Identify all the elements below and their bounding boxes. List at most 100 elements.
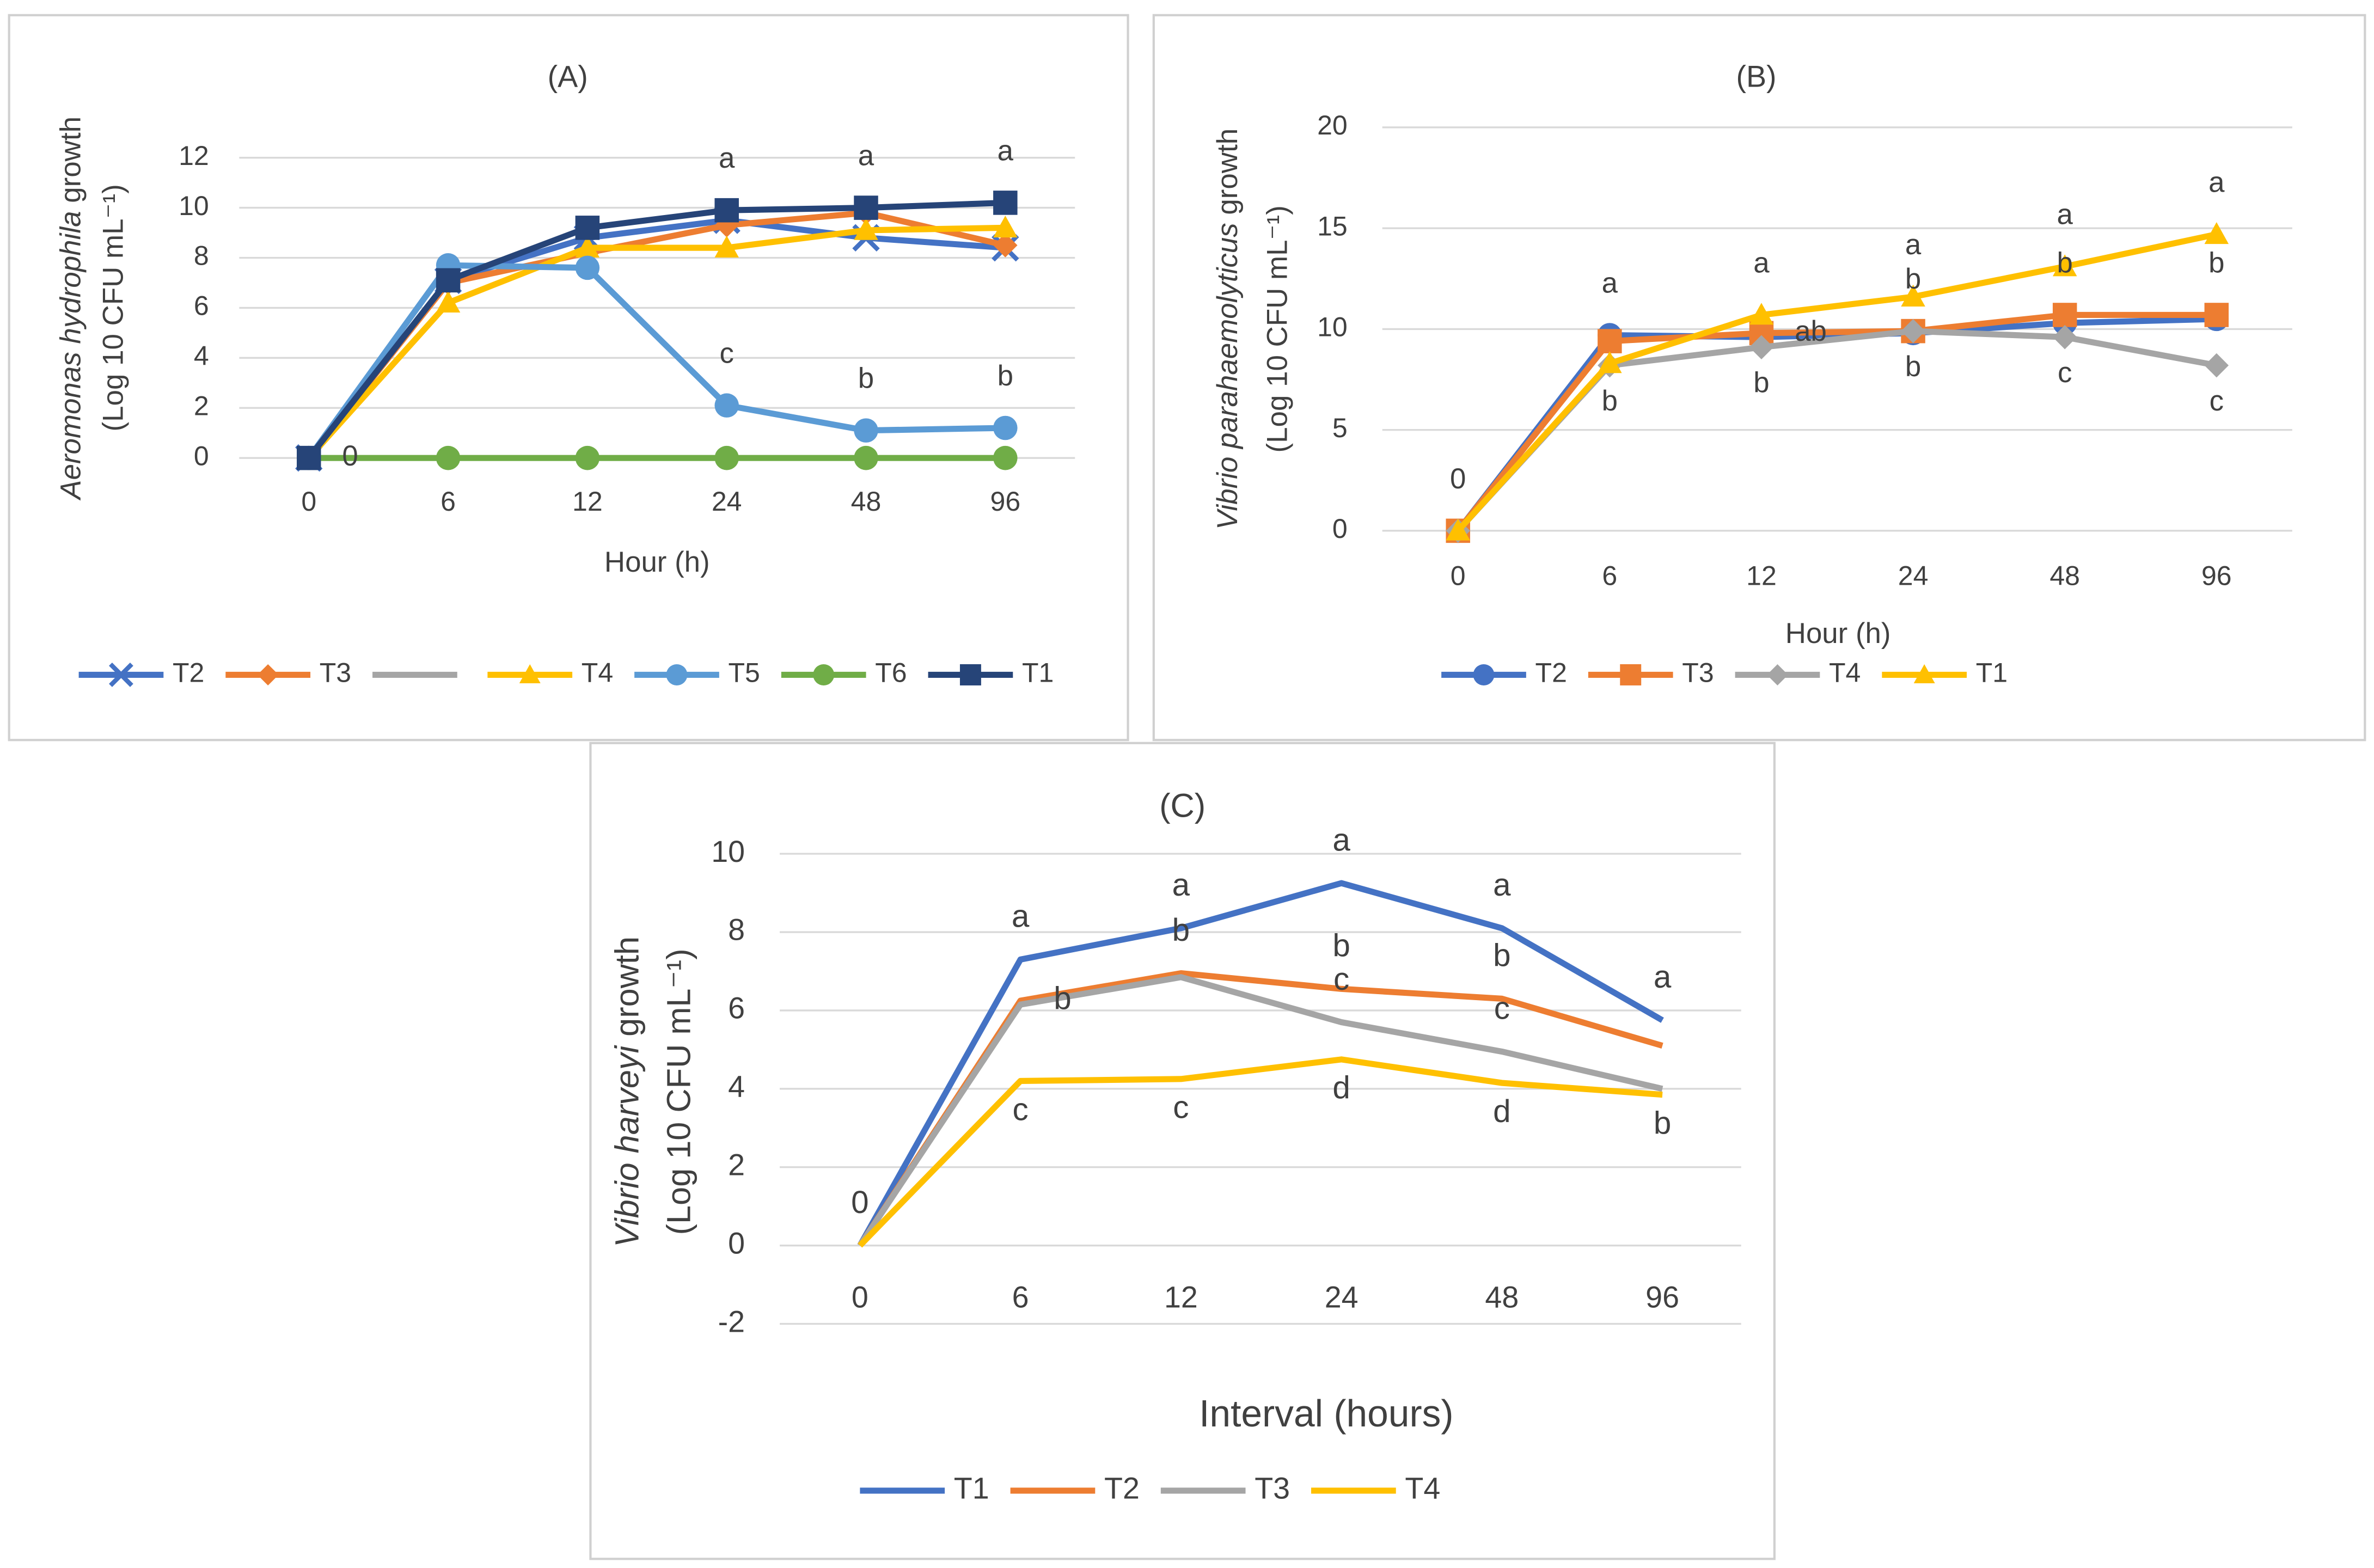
marker bbox=[436, 445, 461, 470]
y-tick-label: 10 bbox=[179, 191, 209, 221]
data-annotation: d bbox=[1493, 1094, 1510, 1129]
data-annotation: a bbox=[1172, 867, 1190, 903]
series-line bbox=[307, 224, 1006, 460]
data-annotation: c bbox=[1333, 961, 1349, 997]
marker bbox=[1901, 284, 1925, 307]
marker bbox=[854, 445, 878, 470]
y-tick-label: 2 bbox=[194, 390, 209, 421]
y-tick-label: 0 bbox=[728, 1226, 745, 1260]
marker bbox=[575, 445, 600, 470]
marker bbox=[959, 664, 981, 685]
y-tick-label: 4 bbox=[728, 1070, 745, 1104]
legend-label: T2 bbox=[1535, 658, 1567, 688]
marker bbox=[714, 445, 739, 470]
marker bbox=[519, 664, 541, 684]
y-axis-label-italic: Aeromonas hydrophila bbox=[54, 211, 87, 500]
x-tick-label: 6 bbox=[1602, 560, 1617, 591]
x-tick-label: 96 bbox=[1645, 1281, 1679, 1314]
panel-border bbox=[1152, 14, 2366, 742]
marker bbox=[1446, 518, 1470, 541]
data-annotation: b bbox=[2057, 247, 2073, 279]
data-annotation: a bbox=[1753, 247, 1770, 279]
data-annotation: c bbox=[1013, 1092, 1029, 1127]
x-tick-label: 12 bbox=[1746, 560, 1777, 591]
marker bbox=[993, 233, 1018, 258]
data-annotation: 0 bbox=[851, 1185, 868, 1220]
chart-title: (C) bbox=[1159, 787, 1206, 824]
marker bbox=[1473, 664, 1495, 685]
marker bbox=[575, 216, 600, 240]
y-axis-label: (Log 10 CFU mL⁻¹) bbox=[1262, 205, 1294, 452]
series-line bbox=[1455, 311, 2217, 533]
data-annotation: b bbox=[1654, 1105, 1671, 1141]
marker bbox=[1749, 303, 1774, 325]
y-tick-label: 8 bbox=[194, 241, 209, 271]
marker bbox=[297, 445, 321, 470]
data-annotation: a bbox=[1654, 959, 1672, 995]
data-annotation: c bbox=[2058, 357, 2072, 389]
x-axis-label: Hour (h) bbox=[1785, 617, 1891, 650]
y-tick-label: 6 bbox=[194, 291, 209, 321]
x-tick-label: 48 bbox=[1485, 1281, 1519, 1314]
data-annotation: a bbox=[858, 140, 874, 172]
data-annotation: c bbox=[2210, 385, 2224, 417]
legend-label: T1 bbox=[1976, 658, 2008, 688]
data-annotation: b bbox=[1602, 385, 1618, 417]
y-axis-label: (Log 10 CFU mL⁻¹) bbox=[660, 948, 697, 1235]
data-annotation: 0 bbox=[342, 440, 358, 472]
data-annotation: a bbox=[2057, 199, 2073, 231]
series-line bbox=[306, 199, 1006, 460]
marker bbox=[714, 393, 739, 418]
x-tick-label: 12 bbox=[1164, 1281, 1198, 1314]
marker bbox=[1598, 329, 1622, 353]
marker bbox=[714, 235, 739, 258]
y-tick-label: 12 bbox=[179, 140, 209, 171]
legend-label: T3 bbox=[1255, 1472, 1290, 1505]
x-tick-label: 96 bbox=[990, 486, 1020, 517]
y-axis-label-italic: Vibrio parahaemolyticus bbox=[1212, 223, 1244, 530]
data-annotation: b bbox=[1332, 928, 1350, 964]
legend-label: T5 bbox=[729, 658, 760, 688]
y-tick-label: 10 bbox=[711, 835, 745, 868]
marker bbox=[993, 415, 1018, 440]
marker bbox=[2204, 303, 2229, 327]
legend-label: T4 bbox=[582, 658, 613, 688]
legend-label: T3 bbox=[320, 658, 351, 688]
chart-panel: (C) Interval (hours) Vibrio harveyi growth… bbox=[589, 742, 1776, 1560]
legend-label: T3 bbox=[1682, 658, 1714, 688]
data-annotation: a bbox=[998, 134, 1014, 167]
marker bbox=[714, 198, 739, 223]
data-annotation: d bbox=[1332, 1070, 1350, 1106]
series-line bbox=[306, 262, 1006, 460]
x-tick-label: 48 bbox=[851, 486, 882, 517]
y-axis-label-text: growth bbox=[54, 117, 87, 211]
data-annotation: b bbox=[1172, 912, 1190, 948]
data-annotation: c bbox=[1494, 991, 1510, 1026]
marker bbox=[854, 218, 878, 240]
data-annotation: a bbox=[2208, 166, 2225, 198]
data-annotation: ab bbox=[1795, 315, 1827, 347]
legend-label: T6 bbox=[875, 658, 907, 688]
y-tick-label: 0 bbox=[1332, 513, 1348, 544]
x-tick-label: 24 bbox=[1325, 1281, 1359, 1314]
marker bbox=[854, 418, 878, 443]
y-tick-label: 5 bbox=[1332, 413, 1348, 443]
y-axis-label: Vibrio parahaemolyticus growth bbox=[1212, 128, 1244, 530]
legend-label: T1 bbox=[1022, 658, 1054, 688]
marker bbox=[2052, 303, 2077, 327]
marker bbox=[666, 664, 688, 685]
series-line bbox=[1455, 231, 2217, 533]
y-axis-label: Aeromonas hydrophila growth bbox=[54, 117, 87, 501]
data-annotation: b bbox=[1905, 263, 1921, 295]
x-tick-label: 12 bbox=[572, 486, 603, 517]
data-annotation: a bbox=[1012, 899, 1030, 934]
marker bbox=[575, 255, 600, 280]
data-annotation: a bbox=[1493, 867, 1511, 903]
chart-title: (B) bbox=[1736, 60, 1776, 94]
panel-border bbox=[589, 742, 1776, 1560]
marker bbox=[1620, 664, 1642, 685]
chart-title: (A) bbox=[548, 60, 588, 94]
y-axis-label: Vibrio harveyi growth bbox=[609, 936, 646, 1247]
y-axis-label: (Log 10 CFU mL⁻¹) bbox=[97, 184, 129, 431]
series-line bbox=[857, 880, 1664, 1247]
